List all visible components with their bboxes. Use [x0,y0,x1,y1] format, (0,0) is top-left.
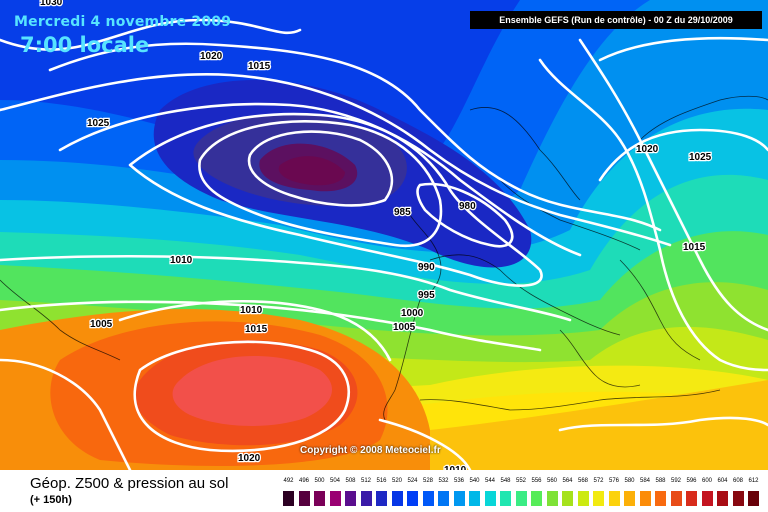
scale-swatch [655,491,666,506]
coastlines [0,95,768,421]
band-red [172,356,332,426]
scale-swatch [453,491,465,506]
scale-swatch [639,491,651,506]
scale-swatch [515,491,527,506]
band-purple2 [278,156,345,186]
scale-swatch [748,491,759,506]
model-run-label: Ensemble GEFS (Run de contrôle) - 00 Z d… [470,11,762,29]
scale-label: 592 [670,478,681,484]
scale-swatch [732,491,744,506]
scale-label: 500 [314,478,325,484]
scale-label: 504 [329,478,340,484]
scale-label: 612 [748,478,759,484]
isobar-label: 980 [459,201,476,212]
scale-swatch [577,491,589,506]
isobar-label: 1005 [90,319,113,330]
isobar-label: 1020 [200,51,223,62]
scale-label: 548 [500,478,511,484]
scale-label: 516 [376,478,387,484]
scale-swatch [562,491,573,506]
scale-swatch [314,491,325,506]
legend-subtitle: (+ 150h) [30,494,72,506]
scale-label: 552 [515,478,526,484]
isobar-label: 1020 [238,453,261,464]
isobar-label: 1010 [240,305,263,316]
scale-swatch [701,491,713,506]
isobar-label: 1005 [393,322,416,333]
scale-swatch [500,491,511,506]
scale-swatch [376,491,387,506]
scale-swatch [686,491,697,506]
scale-swatch [531,491,542,506]
isobar-labels: 1030 1020 1015 1025 1020 1025 985 980 10… [39,0,713,470]
scale-label: 520 [391,478,402,484]
scale-label: 532 [438,478,449,484]
isobar-label: 1010 [170,255,193,266]
scale-label: 584 [639,478,650,484]
scale-swatch [717,491,728,506]
scale-swatch [345,491,356,506]
scale-label: 544 [484,478,495,484]
scale-label: 608 [732,478,743,484]
scale-swatch [438,491,449,506]
copyright: Copyright © 2008 Meteociel.fr [300,445,441,456]
scale-label: 492 [283,478,294,484]
isobar-label: 1025 [87,118,110,129]
scale-swatch [391,491,403,506]
scale-label: 560 [546,478,557,484]
isobar-label: 995 [418,290,435,301]
forecast-date: Mercredi 4 novembre 2009 [14,14,232,30]
isobar-label: 1015 [245,324,268,335]
scale-label: 528 [422,478,433,484]
scale-label: 508 [345,478,356,484]
isobar-label: 1020 [636,144,659,155]
scale-label: 564 [562,478,573,484]
isobar-label: 985 [394,207,411,218]
scale-swatch [469,491,480,506]
isobar-label: 1010 [444,465,467,470]
scale-label: 604 [717,478,728,484]
scale-label: 496 [298,478,309,484]
scale-label: 580 [624,478,635,484]
scale-label: 600 [701,478,712,484]
scale-label: 596 [686,478,697,484]
weather-map: 1030 1020 1015 1025 1020 1025 985 980 10… [0,0,768,470]
scale-swatch [283,491,294,506]
isobar-label: 1025 [689,152,712,163]
scale-swatch [329,491,341,506]
isobar-lines [0,18,768,470]
isobar-label: 1030 [40,0,63,8]
scale-swatch [422,491,434,506]
scale-swatch [546,491,558,506]
scale-label: 556 [531,478,542,484]
scale-swatch [360,491,372,506]
legend-footer: Géop. Z500 & pression au sol (+ 150h) 49… [0,470,768,512]
scale-label: 512 [360,478,371,484]
forecast-time: 7:00 locale [20,33,150,57]
isobar-label: 1000 [401,308,424,319]
isobar-label: 1015 [683,242,706,253]
scale-label: 568 [577,478,588,484]
scale-label: 536 [453,478,464,484]
scale-label: 524 [407,478,418,484]
scale-swatch [593,491,604,506]
scale-swatch [608,491,620,506]
scale-swatch [624,491,635,506]
legend-title: Géop. Z500 & pression au sol [30,475,229,492]
scale-swatch [484,491,496,506]
scale-label: 572 [593,478,604,484]
scale-label: 588 [655,478,666,484]
scale-label: 576 [608,478,619,484]
scale-swatch [407,491,418,506]
scale-swatch [670,491,682,506]
color-scale: 492 496 500 504 508 512 516 520 524 528 532 536 540 5… [283,478,763,506]
scale-swatch [298,491,310,506]
scale-label: 540 [469,478,480,484]
isobar-label: 990 [418,262,435,273]
isobar-label: 1015 [248,61,271,72]
